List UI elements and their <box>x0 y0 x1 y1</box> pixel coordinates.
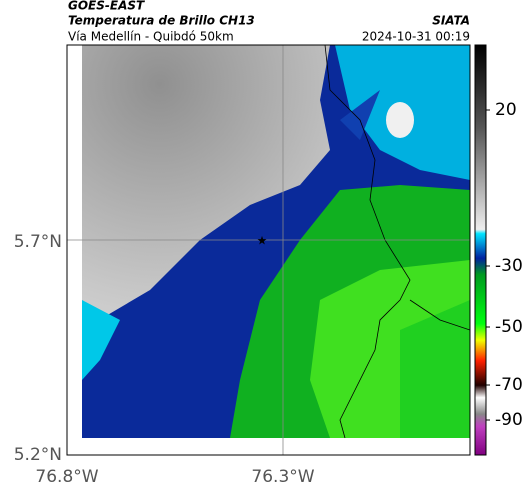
lat-label: 5.7°N <box>14 232 62 252</box>
location-star: ★ <box>257 234 268 248</box>
colorbar-tick-label: -70 <box>495 375 523 395</box>
lon-label: 76.3°W <box>251 467 314 487</box>
satellite-image <box>82 45 470 438</box>
map-frame <box>66 44 471 456</box>
colorbar-ticks <box>486 109 490 421</box>
colorbar <box>474 44 487 456</box>
timestamp: 2024-10-31 00:19 <box>362 30 470 44</box>
source: SIATA <box>432 14 470 28</box>
colorbar-tick-label: 20 <box>495 100 517 120</box>
lon-label: 76.8°W <box>35 467 98 487</box>
colorbar-tick-label: -30 <box>495 256 523 276</box>
colorbar-tick-label: -50 <box>495 317 523 337</box>
satellite: GOES-EAST <box>68 0 145 13</box>
route: Vía Medellín - Quibdó 50km <box>68 30 234 44</box>
lat-label: 5.2°N <box>14 445 62 465</box>
colorbar-tick-label: -90 <box>495 410 523 430</box>
product: Temperatura de Brillo CH13 <box>68 14 255 28</box>
